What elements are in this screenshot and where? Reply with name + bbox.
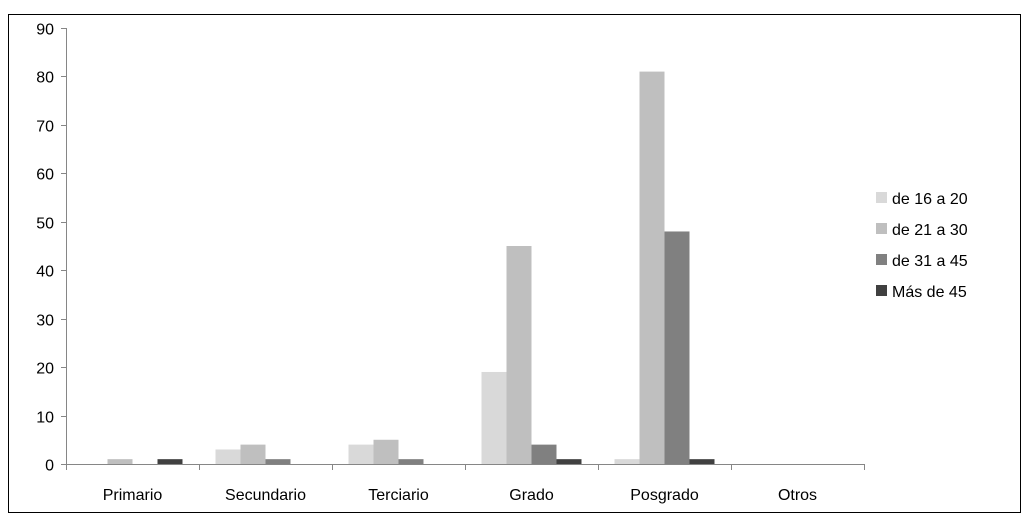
bar-posgrado-series-4: [689, 459, 715, 464]
x-tick-label: Grado: [509, 487, 554, 504]
bar-secundario-series-1: [215, 449, 241, 464]
y-tick-label: 30: [36, 313, 54, 330]
bar-terciario-series-2: [373, 439, 399, 464]
bars-group: [107, 71, 715, 464]
x-tick-label: Posgrado: [630, 487, 699, 504]
bar-posgrado-series-3: [664, 231, 690, 464]
bar-grado-series-3: [531, 444, 557, 464]
bar-grado-series-2: [506, 246, 532, 464]
y-tick-label: 50: [36, 216, 54, 233]
legend-swatch: [876, 254, 887, 265]
y-axis: 0 10 20 30 40 50 60 70 80 90: [36, 22, 67, 475]
legend-swatch: [876, 285, 887, 296]
legend-label: de 31 a 45: [892, 253, 968, 270]
y-tick-label: 70: [36, 119, 54, 136]
legend-swatch: [876, 223, 887, 234]
x-tick-label: Primario: [103, 487, 163, 504]
x-tick-label: Terciario: [368, 487, 429, 504]
bar-grado-series-1: [481, 371, 507, 464]
legend-swatch: [876, 192, 887, 203]
x-axis: Primario Secundario Terciario Grado Posgrado…: [66, 464, 865, 504]
bar-terciario-series-1: [348, 444, 374, 464]
y-tick-label: 20: [36, 361, 54, 378]
y-tick-label: 0: [45, 458, 54, 475]
legend-label: de 21 a 30: [892, 222, 968, 239]
bar-posgrado-series-1: [614, 459, 640, 464]
bar-secundario-series-3: [265, 459, 291, 464]
bar-primario-series-2: [107, 459, 133, 464]
x-tick-label: Otros: [778, 487, 817, 504]
legend-label: de 16 a 20: [892, 191, 968, 208]
bar-grado-series-4: [556, 459, 582, 464]
y-tick-label: 80: [36, 70, 54, 87]
bar-posgrado-series-2: [639, 71, 665, 464]
y-tick-label: 90: [36, 22, 54, 39]
bar-terciario-series-3: [398, 459, 424, 464]
legend-label: Más de 45: [892, 284, 967, 301]
y-tick-label: 10: [36, 410, 54, 427]
y-tick-label: 40: [36, 264, 54, 281]
y-tick-label: 60: [36, 167, 54, 184]
bar-primario-series-4: [157, 459, 183, 464]
bar-secundario-series-2: [240, 444, 266, 464]
x-tick-label: Secundario: [225, 487, 306, 504]
legend: de 16 a 20 de 21 a 30 de 31 a 45 Más de 45: [876, 191, 968, 301]
